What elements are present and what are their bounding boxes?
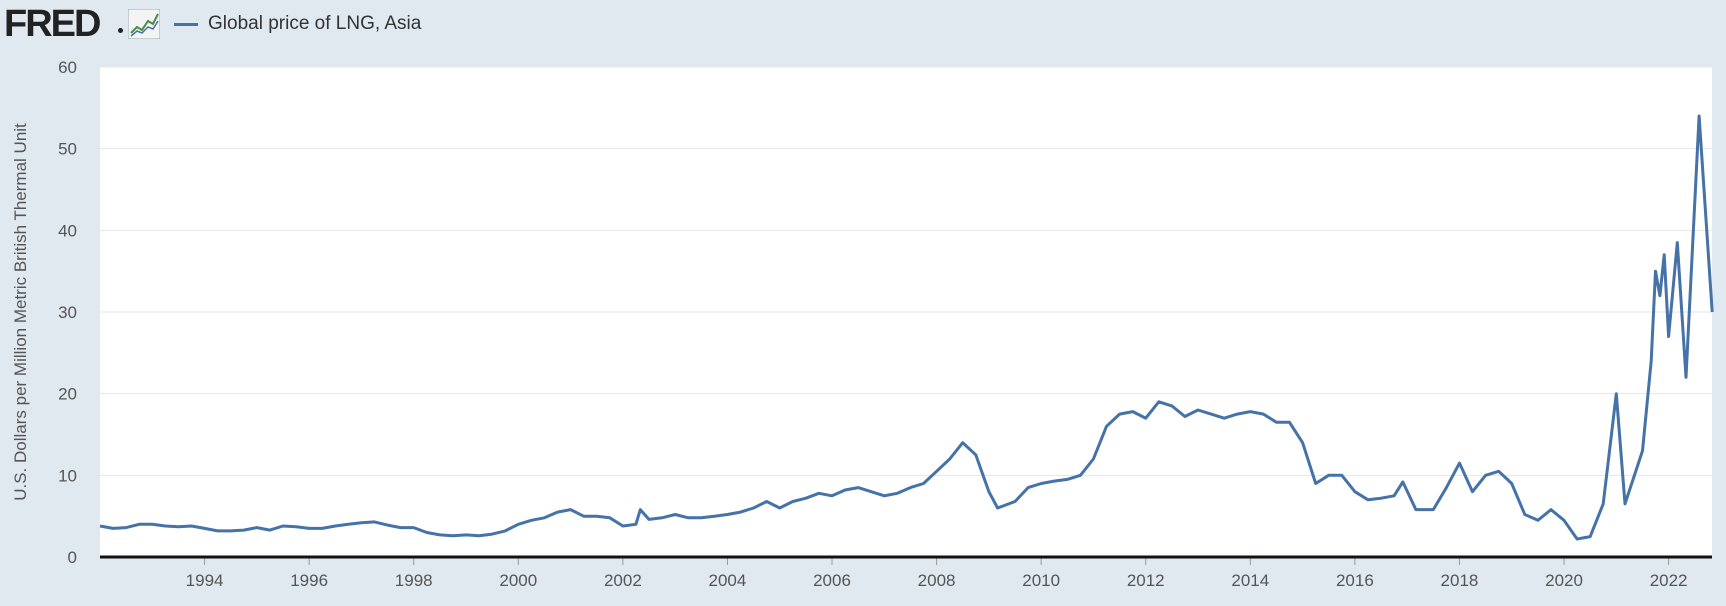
y-tick-label: 20 <box>58 385 77 404</box>
x-tick-label: 2006 <box>813 571 851 590</box>
y-tick-label: 40 <box>58 221 77 240</box>
y-tick-label: 30 <box>58 303 77 322</box>
x-tick-label: 1994 <box>186 571 224 590</box>
x-tick-label: 2018 <box>1441 571 1479 590</box>
x-tick-label: 2000 <box>499 571 537 590</box>
x-tick-label: 2008 <box>918 571 956 590</box>
legend-label: Global price of LNG, Asia <box>208 13 422 34</box>
chart-line-icon <box>128 9 160 39</box>
x-tick-label: 2002 <box>604 571 642 590</box>
line-chart[interactable]: 0 10 20 30 40 50 60 1994 1996 1998 2000 2002 2004 20… <box>0 50 1726 606</box>
series-line[interactable] <box>99 114 1714 541</box>
chart-legend[interactable]: Global price of LNG, Asia <box>174 10 421 38</box>
x-tick-label: 1998 <box>395 571 433 590</box>
y-tick-label: 0 <box>68 548 77 567</box>
x-tick-label: 2010 <box>1022 571 1060 590</box>
x-tick-label: 2016 <box>1336 571 1374 590</box>
chart-header: FRED Global price of LNG, Asia <box>0 0 1726 50</box>
x-tick-label: 2014 <box>1231 571 1269 590</box>
x-tick-label: 2020 <box>1545 571 1583 590</box>
x-tick-label: 2012 <box>1127 571 1165 590</box>
y-tick-label: 60 <box>58 58 77 77</box>
y-axis-ticks: 0 10 20 30 40 50 60 <box>58 58 77 567</box>
x-tick-label: 2022 <box>1650 571 1688 590</box>
fred-logo[interactable]: FRED <box>4 3 101 45</box>
x-tick-label: 2004 <box>709 571 747 590</box>
y-tick-label: 10 <box>58 466 77 485</box>
legend-swatch <box>174 22 198 26</box>
x-tick-label: 1996 <box>290 571 328 590</box>
gridlines <box>100 66 1712 476</box>
x-axis-ticks: 1994 1996 1998 2000 2002 2004 2006 2008 2010 2012… <box>186 557 1688 590</box>
y-tick-label: 50 <box>58 140 77 159</box>
logo-trademark-dot <box>118 28 123 33</box>
y-axis-label: U.S. Dollars per Million Metric British … <box>11 123 30 501</box>
